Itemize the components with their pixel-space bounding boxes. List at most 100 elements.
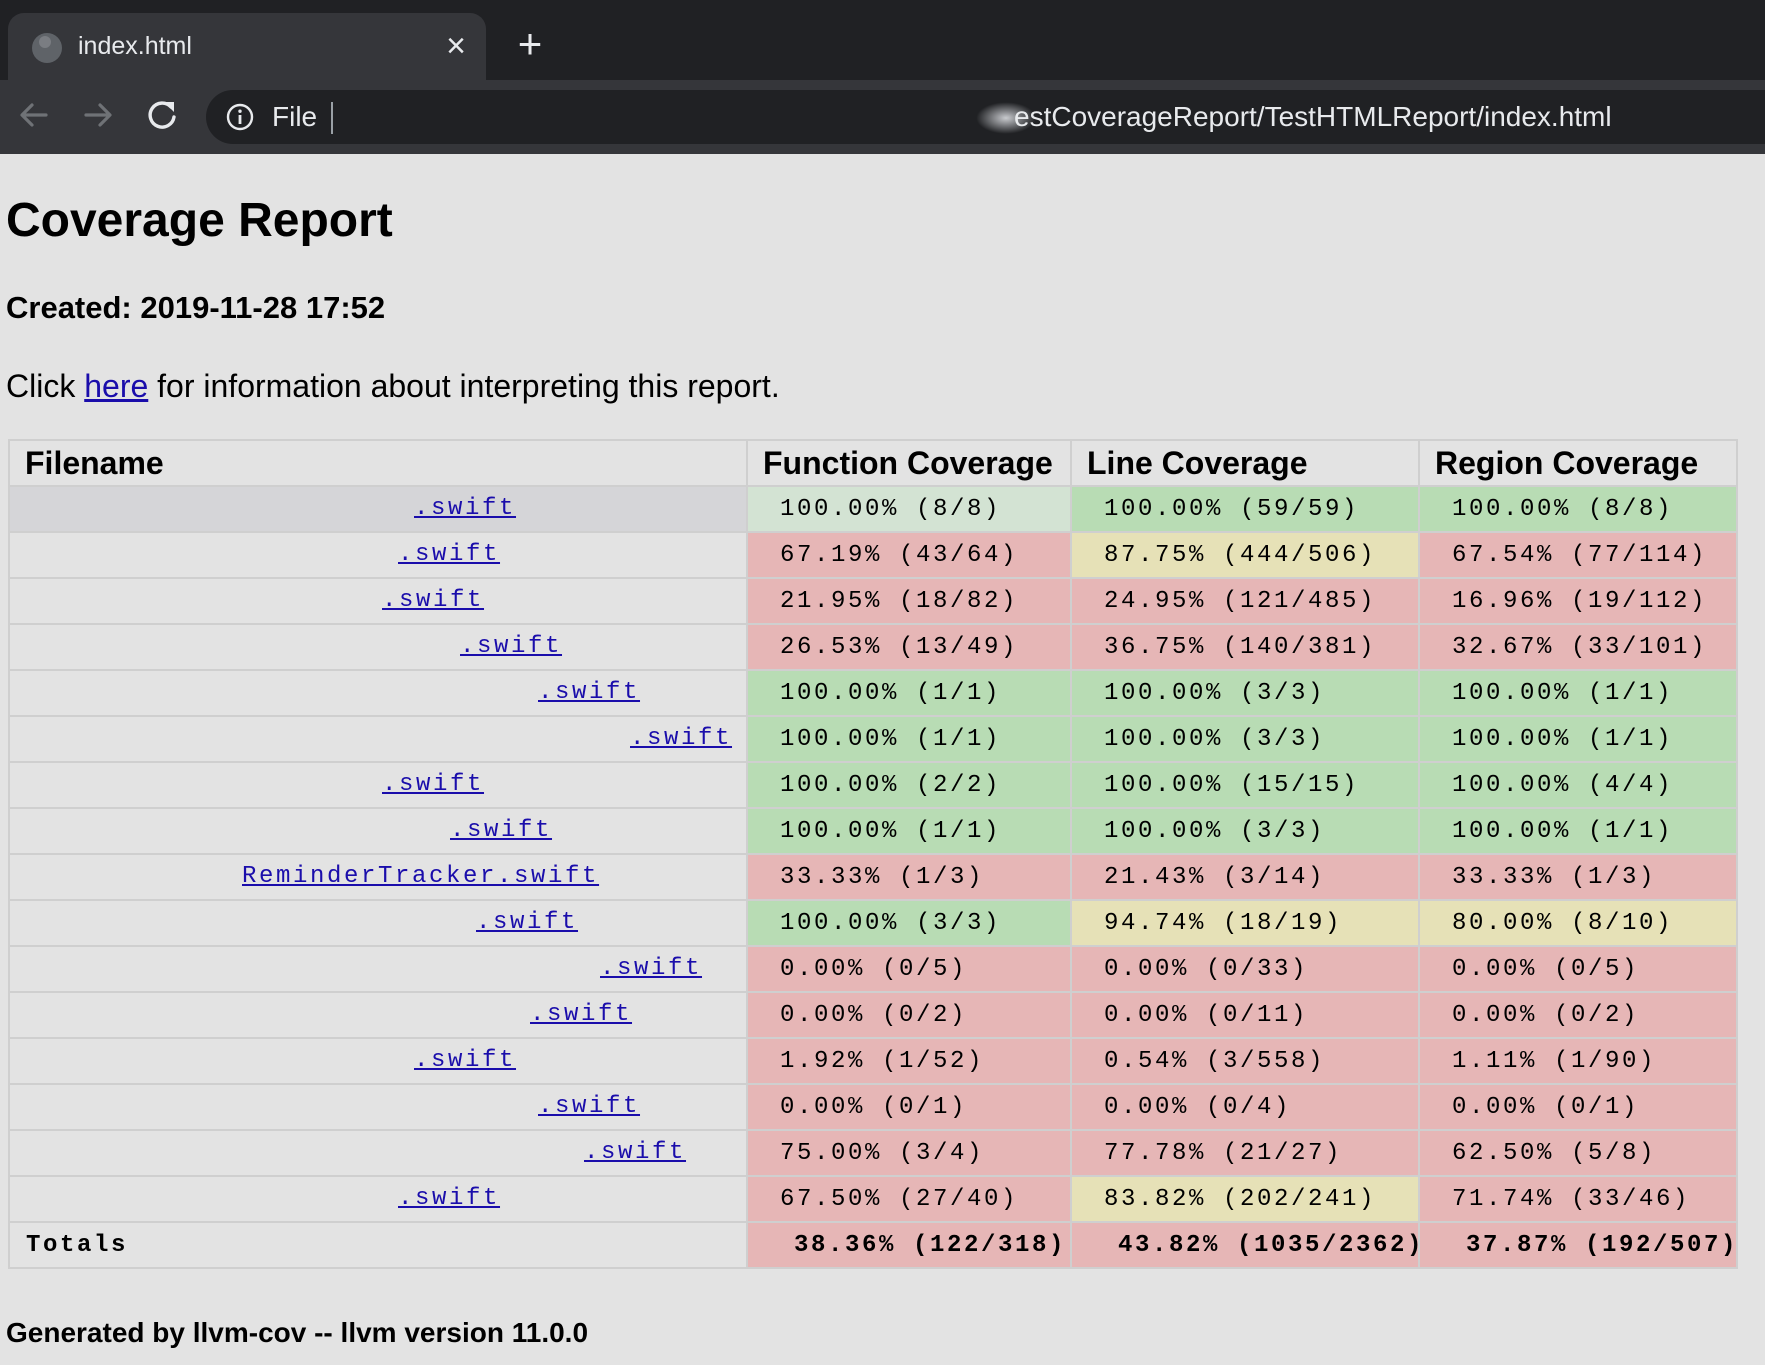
file-link[interactable]: .swift — [382, 587, 485, 614]
line-coverage-cell: 21.43% (3/14) — [1070, 853, 1420, 901]
separator — [331, 102, 333, 134]
filename-cell: .swift — [8, 899, 748, 947]
close-icon[interactable]: × — [446, 27, 466, 65]
file-link[interactable]: .swift — [414, 1047, 517, 1074]
region-coverage-cell: 80.00% (8/10) — [1418, 899, 1738, 947]
filename-cell: .swift — [8, 485, 748, 533]
filename-cell: .swift — [8, 531, 748, 579]
url-text[interactable]: estCoverageReport/TestHTMLReport/index.h… — [1014, 101, 1612, 132]
line-coverage-cell: 100.00% (3/3) — [1070, 669, 1420, 717]
file-link[interactable]: .swift — [450, 817, 553, 844]
region-coverage-cell: 100.00% (1/1) — [1418, 669, 1738, 717]
table-row: .swift 0.00% (0/1) 0.00% (0/4) 0.00% (0/… — [8, 1083, 1738, 1131]
file-link[interactable]: .swift — [460, 633, 563, 660]
totals-label: Totals — [8, 1221, 748, 1269]
line-coverage-cell: 0.54% (3/558) — [1070, 1037, 1420, 1085]
file-link[interactable]: .swift — [530, 1001, 633, 1028]
header-row: Filename Function Coverage Line Coverage… — [8, 439, 1738, 487]
region-coverage-cell: 16.96% (19/112) — [1418, 577, 1738, 625]
function-coverage-cell: 0.00% (0/2) — [746, 991, 1072, 1039]
footer-text: Generated by llvm-cov -- llvm version 11… — [6, 1317, 589, 1348]
file-link[interactable]: .swift — [476, 909, 579, 936]
region-coverage-cell: 62.50% (5/8) — [1418, 1129, 1738, 1177]
line-coverage-cell: 0.00% (0/11) — [1070, 991, 1420, 1039]
table-row: .swift 21.95% (18/82) 24.95% (121/485) 1… — [8, 577, 1738, 625]
function-coverage-cell: 75.00% (3/4) — [746, 1129, 1072, 1177]
line-coverage-cell: 100.00% (3/3) — [1070, 715, 1420, 763]
table-row: .swift 26.53% (13/49) 36.75% (140/381) 3… — [8, 623, 1738, 671]
table-row: .swift 1.92% (1/52) 0.54% (3/558) 1.11% … — [8, 1037, 1738, 1085]
region-coverage-cell: 100.00% (1/1) — [1418, 807, 1738, 855]
region-coverage-cell: 100.00% (4/4) — [1418, 761, 1738, 809]
region-coverage-cell: 100.00% (8/8) — [1418, 485, 1738, 533]
line-coverage-cell: 100.00% (3/3) — [1070, 807, 1420, 855]
function-coverage-cell: 67.19% (43/64) — [746, 531, 1072, 579]
info-icon[interactable] — [226, 103, 254, 131]
filename-cell: .swift — [8, 1129, 748, 1177]
table-row: .swift 0.00% (0/2) 0.00% (0/11) 0.00% (0… — [8, 991, 1738, 1039]
filename-cell: ReminderTracker.swift — [8, 853, 748, 901]
table-row: .swift 100.00% (8/8) 100.00% (59/59) 100… — [8, 485, 1738, 533]
function-coverage-cell: 100.00% (3/3) — [746, 899, 1072, 947]
reload-icon[interactable] — [140, 93, 184, 137]
filename-cell: .swift — [8, 669, 748, 717]
function-coverage-cell: 0.00% (0/5) — [746, 945, 1072, 993]
header-region-coverage: Region Coverage — [1418, 439, 1738, 487]
file-link[interactable]: .swift — [538, 1093, 641, 1120]
totals-region-coverage: 37.87% (192/507) — [1418, 1221, 1738, 1269]
function-coverage-cell: 100.00% (1/1) — [746, 715, 1072, 763]
tab-strip: index.html × + — [0, 0, 1765, 80]
back-arrow-icon[interactable] — [12, 93, 56, 137]
site-label: File — [272, 101, 318, 132]
file-link[interactable]: .swift — [398, 1185, 501, 1212]
tab-title: index.html — [78, 32, 192, 60]
file-link[interactable]: .swift — [382, 771, 485, 798]
function-coverage-cell: 100.00% (8/8) — [746, 485, 1072, 533]
plus-icon[interactable]: + — [517, 20, 543, 67]
file-link[interactable]: .swift — [630, 725, 733, 752]
line-coverage-cell: 0.00% (0/33) — [1070, 945, 1420, 993]
redacted-blur — [976, 102, 1036, 134]
line-coverage-cell: 0.00% (0/4) — [1070, 1083, 1420, 1131]
table-row: .swift 0.00% (0/5) 0.00% (0/33) 0.00% (0… — [8, 945, 1738, 993]
forward-arrow-icon[interactable] — [76, 93, 120, 137]
browser-tab[interactable]: index.html × — [8, 13, 486, 80]
table-row: .swift 100.00% (1/1) 100.00% (3/3) 100.0… — [8, 715, 1738, 763]
function-coverage-cell: 100.00% (1/1) — [746, 807, 1072, 855]
file-link[interactable]: .swift — [538, 679, 641, 706]
filename-cell: .swift — [8, 1175, 748, 1223]
function-coverage-cell: 67.50% (27/40) — [746, 1175, 1072, 1223]
filename-cell: .swift — [8, 991, 748, 1039]
file-link[interactable]: .swift — [414, 495, 517, 522]
info-line: Click here for information about interpr… — [6, 368, 780, 405]
file-link[interactable]: .swift — [398, 541, 501, 568]
line-coverage-cell: 36.75% (140/381) — [1070, 623, 1420, 671]
region-coverage-cell: 67.54% (77/114) — [1418, 531, 1738, 579]
table-row: .swift 100.00% (3/3) 94.74% (18/19) 80.0… — [8, 899, 1738, 947]
line-coverage-cell: 100.00% (59/59) — [1070, 485, 1420, 533]
function-coverage-cell: 26.53% (13/49) — [746, 623, 1072, 671]
region-coverage-cell: 71.74% (33/46) — [1418, 1175, 1738, 1223]
table-row: .swift 100.00% (1/1) 100.00% (3/3) 100.0… — [8, 669, 1738, 717]
function-coverage-cell: 1.92% (1/52) — [746, 1037, 1072, 1085]
line-coverage-cell: 83.82% (202/241) — [1070, 1175, 1420, 1223]
help-link[interactable]: here — [84, 368, 149, 404]
line-coverage-cell: 94.74% (18/19) — [1070, 899, 1420, 947]
line-coverage-cell: 24.95% (121/485) — [1070, 577, 1420, 625]
address-bar[interactable]: File estCoverageReport/TestHTMLReport/in… — [206, 90, 1765, 144]
file-link[interactable]: .swift — [600, 955, 703, 982]
filename-cell: .swift — [8, 807, 748, 855]
region-coverage-cell: 0.00% (0/5) — [1418, 945, 1738, 993]
filename-cell: .swift — [8, 945, 748, 993]
file-link[interactable]: .swift — [584, 1139, 687, 1166]
browser-toolbar: File estCoverageReport/TestHTMLReport/in… — [0, 80, 1765, 154]
file-link[interactable]: ReminderTracker.swift — [242, 863, 600, 890]
header-function-coverage: Function Coverage — [746, 439, 1072, 487]
filename-cell: .swift — [8, 577, 748, 625]
filename-cell: .swift — [8, 1083, 748, 1131]
function-coverage-cell: 0.00% (0/1) — [746, 1083, 1072, 1131]
table-row: .swift 75.00% (3/4) 77.78% (21/27) 62.50… — [8, 1129, 1738, 1177]
line-coverage-cell: 87.75% (444/506) — [1070, 531, 1420, 579]
info-suffix: for information about interpreting this … — [148, 368, 780, 404]
function-coverage-cell: 21.95% (18/82) — [746, 577, 1072, 625]
